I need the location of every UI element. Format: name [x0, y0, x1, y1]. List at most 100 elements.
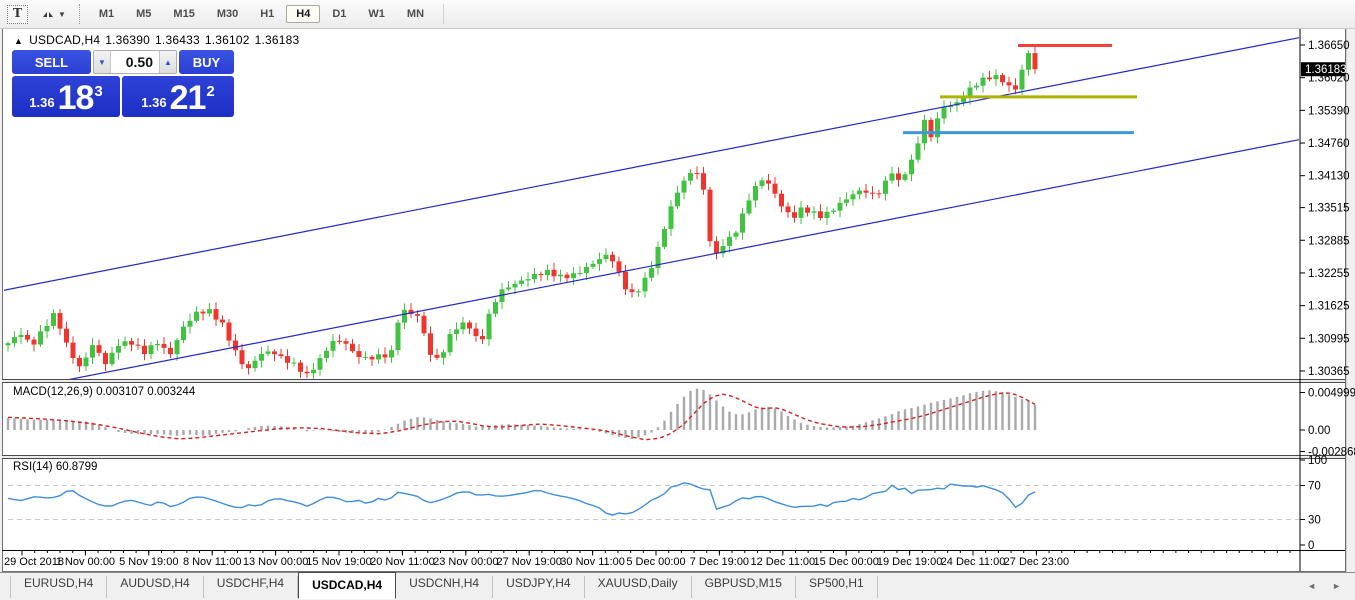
tab-gbpusd[interactable]: GBPUSD,M15	[692, 576, 796, 598]
time-tick-label: 5 Nov 19:00	[119, 556, 178, 568]
low-value: 1.36102	[204, 33, 250, 47]
time-tick-label: 27 Dec 23:00	[1004, 556, 1069, 568]
chart-title: ▲ USDCAD,H4 1.36390 1.36433 1.36102 1.36183	[14, 33, 304, 47]
window-right-edge	[1346, 28, 1355, 572]
chevron-down-icon: ▼	[57, 9, 66, 19]
time-tick-label: 30 Nov 11:00	[560, 556, 625, 568]
sell-price-sup: 3	[94, 83, 103, 100]
collapse-icon[interactable]: ▲	[14, 36, 24, 46]
timeframe-w1[interactable]: W1	[368, 8, 385, 20]
rsi-line	[7, 482, 1036, 516]
text-tool-icon[interactable]: T	[7, 4, 28, 24]
volume-down-button[interactable]: ▼	[94, 51, 111, 73]
timeframe-mn[interactable]: MN	[406, 8, 425, 20]
time-tick-label: 5 Dec 00:00	[626, 556, 685, 568]
toolbar: T ▼ M1 M5 M15 M30 H1 H4 D1 W1 MN	[0, 0, 1355, 29]
sell-button[interactable]: SELL	[12, 50, 91, 74]
channel-upper-trendline[interactable]	[0, 37, 1300, 291]
timeframe-d1[interactable]: D1	[332, 8, 347, 20]
timeframe-m5[interactable]: M5	[136, 8, 152, 20]
macd-signal-line	[7, 392, 1036, 441]
time-tick-label: 8 Nov 11:00	[183, 556, 242, 568]
time-tick-label: 12 Dec 11:00	[750, 556, 815, 568]
toolbar-separator-end	[443, 4, 445, 24]
channel-lower-trendline[interactable]	[0, 139, 1300, 393]
time-tick-label: 20 Nov 11:00	[370, 556, 435, 568]
buy-price-prefix: 1.36	[141, 95, 167, 110]
tab-scroll-controls: ◄ ►	[1307, 581, 1341, 591]
timeframe-m30[interactable]: M30	[216, 8, 239, 20]
arrows-glyph	[42, 11, 53, 17]
macd-label: MACD(12,26,9) 0.003107 0.003244	[13, 386, 196, 398]
one-click-trade-panel: SELL ▼ ▲ BUY 1.36 18 3 1.36 21 2	[12, 50, 234, 117]
buy-button[interactable]: BUY	[179, 50, 234, 74]
rsi-tick-label: 30	[1308, 515, 1321, 527]
tab-scroll-right-icon[interactable]: ►	[1332, 580, 1341, 591]
sell-price-prefix: 1.36	[29, 95, 55, 110]
volume-up-button[interactable]: ▲	[159, 51, 176, 73]
volume-stepper: ▼ ▲	[93, 50, 177, 74]
rsi-tick-label: 100	[1308, 455, 1327, 467]
buy-price-sup: 2	[206, 83, 215, 100]
tab-usdchf[interactable]: USDCHF,H4	[204, 576, 299, 598]
current-price-label: 1.36183	[1305, 64, 1347, 76]
time-tick-label: 23 Nov 00:00	[433, 556, 498, 568]
open-value: 1.36390	[105, 33, 151, 47]
current-price-badge	[1301, 62, 1345, 77]
price-tick-label: 1.31625	[1308, 301, 1350, 313]
rsi-indicator[interactable]	[7, 482, 1299, 520]
price-tick-label: 1.35390	[1308, 105, 1350, 117]
buy-price-button[interactable]: 1.36 21 2	[122, 76, 234, 117]
high-value: 1.36433	[155, 33, 200, 47]
sell-price-big: 18	[57, 79, 95, 118]
tab-xauusd[interactable]: XAUUSD,Daily	[585, 576, 692, 598]
tab-usdjpy[interactable]: USDJPY,H4	[493, 576, 585, 598]
price-tick-label: 1.36650	[1308, 40, 1350, 52]
toolbar-separator	[78, 4, 80, 24]
time-tick-label: 15 Nov 19:00	[306, 556, 371, 568]
price-tick-label: 1.34130	[1308, 171, 1350, 183]
price-tick-label: 1.34760	[1308, 138, 1350, 150]
symbol-label: USDCAD,H4	[29, 33, 101, 47]
timeframe-m15[interactable]: M15	[173, 8, 195, 20]
time-tick-label: 29 Oct 2018	[4, 556, 64, 568]
rsi-tick-label: 70	[1308, 481, 1321, 493]
timeframe-m1[interactable]: M1	[98, 8, 115, 20]
time-tick-label: 27 Nov 19:00	[496, 556, 561, 568]
tab-scroll-left-icon[interactable]: ◄	[1307, 580, 1317, 591]
rsi-label: RSI(14) 60.8799	[13, 461, 98, 473]
macd-tick-label: 0.004999	[1308, 388, 1355, 400]
volume-input[interactable]	[111, 51, 159, 73]
price-tick-label: 1.32255	[1308, 268, 1350, 280]
price-tick-label: 1.33515	[1308, 203, 1350, 215]
price-tick-label: 1.32885	[1308, 235, 1350, 247]
candlestick-series[interactable]	[5, 46, 1038, 379]
time-tick-label: 24 Dec 11:00	[941, 556, 1006, 568]
chart-objects[interactable]	[0, 37, 1300, 393]
tab-usdcad[interactable]: USDCAD,H4	[298, 572, 397, 599]
time-tick-label: 15 Dec 00:00	[813, 556, 878, 568]
price-axis[interactable]: 1.366501.360201.353901.347601.341301.335…	[1300, 40, 1350, 378]
tab-audusd[interactable]: AUDUSD,H4	[107, 576, 204, 598]
time-tick-label: 1 Nov 00:00	[56, 556, 115, 568]
time-tick-label: 7 Dec 19:00	[690, 556, 749, 568]
macd-indicator[interactable]	[6, 388, 1037, 441]
buy-price-big: 21	[169, 79, 207, 118]
symbol-tab-bar: EURUSD,H4 AUDUSD,H4 USDCHF,H4 USDCAD,H4 …	[0, 572, 1355, 599]
tab-usdcnh[interactable]: USDCNH,H4	[396, 576, 494, 598]
tab-sp500[interactable]: SP500,H1	[796, 576, 878, 598]
sell-price-button[interactable]: 1.36 18 3	[12, 76, 120, 117]
price-tick-label: 1.30995	[1308, 333, 1350, 345]
time-tick-label: 19 Dec 19:00	[877, 556, 942, 568]
rsi-tick-label: 0	[1308, 540, 1314, 552]
timeframe-h1[interactable]: H1	[260, 8, 275, 20]
tab-eurusd[interactable]: EURUSD,H4	[10, 576, 108, 598]
timeframe-h4[interactable]: H4	[286, 5, 321, 23]
chart-window[interactable]	[2, 28, 1346, 572]
arrange-arrows-icon[interactable]: ▼	[38, 6, 69, 23]
macd-tick-label: 0.00	[1308, 425, 1330, 437]
time-tick-label: 13 Nov 00:00	[243, 556, 308, 568]
